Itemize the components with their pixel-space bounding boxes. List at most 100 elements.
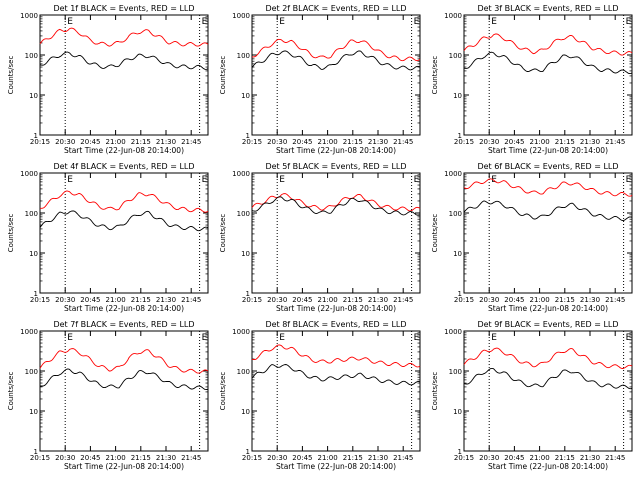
x-tick-label: 21:15 (555, 296, 575, 304)
y-tick-label: 1000 (444, 170, 462, 178)
x-tick-label: 20:15 (454, 296, 474, 304)
x-tick-label: 20:30 (55, 454, 75, 462)
x-axis-label: Start Time (22-Jun-08 20:14:00) (64, 146, 184, 155)
x-tick-label: 21:00 (530, 138, 550, 146)
y-tick-label: 100 (237, 52, 250, 60)
series-events-line (39, 51, 209, 70)
x-tick-label: 21:30 (156, 454, 176, 462)
y-tick-label: 1 (458, 290, 462, 298)
chart-panel-5: Det 5f BLACK = Events, RED = LLD E E 1 10 100… (219, 162, 421, 313)
y-tick-label: 1 (458, 132, 462, 140)
y-axis-label: Counts/sec (431, 56, 439, 95)
x-tick-label: 21:45 (393, 138, 413, 146)
y-axis-label: Counts/sec (431, 214, 439, 253)
x-tick-label: 20:15 (242, 138, 262, 146)
corner-label: E (202, 17, 208, 27)
y-tick-label: 10 (453, 92, 462, 100)
x-tick-label: 21:45 (605, 296, 625, 304)
y-axis-label: Counts/sec (219, 372, 227, 411)
series-lld-line (251, 344, 421, 368)
corner-label: E (491, 175, 497, 185)
plot-frame (39, 172, 209, 294)
x-tick-label: 21:15 (555, 138, 575, 146)
x-tick-label: 20:45 (504, 296, 524, 304)
y-axis-label: Counts/sec (7, 372, 15, 411)
x-tick-label: 20:15 (242, 296, 262, 304)
x-tick-label: 20:45 (80, 454, 100, 462)
x-tick-label: 21:15 (343, 296, 363, 304)
series-events-line (251, 364, 421, 386)
y-tick-label: 1000 (232, 328, 250, 336)
plot-frame (463, 14, 633, 136)
x-tick-label: 20:30 (55, 138, 75, 146)
y-tick-label: 1 (246, 132, 250, 140)
x-tick-label: 21:30 (368, 296, 388, 304)
chart-title: Det 6f BLACK = Events, RED = LLD (477, 162, 618, 171)
x-tick-label: 20:30 (479, 454, 499, 462)
x-tick-label: 21:45 (181, 296, 201, 304)
x-tick-label: 20:45 (80, 138, 100, 146)
x-tick-label: 21:45 (605, 138, 625, 146)
corner-label: E (279, 175, 285, 185)
series-lld-line (39, 190, 209, 213)
x-tick-label: 20:30 (267, 138, 287, 146)
x-tick-label: 21:00 (530, 296, 550, 304)
x-tick-label: 21:00 (106, 296, 126, 304)
y-tick-label: 100 (449, 368, 462, 376)
chart-panel-3: Det 3f BLACK = Events, RED = LLD E E 1 10 100… (431, 4, 633, 155)
series-lld-line (39, 348, 209, 374)
corner-label: E (67, 17, 73, 27)
y-tick-label: 100 (449, 210, 462, 218)
y-axis-label: Counts/sec (7, 214, 15, 253)
corner-label: E (414, 17, 420, 27)
y-tick-label: 10 (453, 250, 462, 258)
y-tick-label: 100 (237, 210, 250, 218)
series-lld-line (251, 193, 421, 212)
chart-title: Det 1f BLACK = Events, RED = LLD (53, 4, 194, 13)
y-axis-label: Counts/sec (219, 56, 227, 95)
plot-frame (251, 14, 421, 136)
y-tick-label: 10 (241, 250, 250, 258)
series-lld-line (463, 178, 633, 197)
y-tick-label: 1000 (444, 12, 462, 20)
x-tick-label: 20:45 (292, 138, 312, 146)
y-tick-label: 1000 (20, 328, 38, 336)
y-tick-label: 1 (34, 290, 38, 298)
plot-frame (463, 330, 633, 452)
x-axis-label: Start Time (22-Jun-08 20:14:00) (488, 462, 608, 471)
series-lld-line (39, 27, 209, 47)
plot-frame (251, 330, 421, 452)
y-tick-label: 1 (34, 448, 38, 456)
x-tick-label: 21:45 (181, 454, 201, 462)
x-tick-label: 20:15 (30, 454, 50, 462)
plot-frame (251, 172, 421, 294)
x-tick-label: 21:30 (368, 138, 388, 146)
corner-label: E (491, 333, 497, 343)
x-tick-label: 20:45 (292, 296, 312, 304)
x-tick-label: 20:45 (292, 454, 312, 462)
x-tick-label: 20:30 (267, 296, 287, 304)
x-axis-label: Start Time (22-Jun-08 20:14:00) (488, 304, 608, 313)
corner-label: E (67, 333, 73, 343)
x-tick-label: 21:15 (131, 454, 151, 462)
chart-title: Det 3f BLACK = Events, RED = LLD (477, 4, 618, 13)
y-tick-label: 100 (25, 368, 38, 376)
x-tick-label: 20:30 (479, 296, 499, 304)
corner-label: E (491, 17, 497, 27)
series-events-line (463, 200, 633, 221)
y-tick-label: 1 (246, 448, 250, 456)
x-tick-label: 20:45 (80, 296, 100, 304)
corner-label: E (414, 333, 420, 343)
plot-frame (39, 330, 209, 452)
corner-label: E (626, 17, 632, 27)
corner-label: E (414, 175, 420, 185)
series-events-line (463, 51, 633, 75)
x-tick-label: 20:30 (55, 296, 75, 304)
series-events-line (464, 367, 633, 390)
x-tick-label: 20:15 (454, 454, 474, 462)
y-tick-label: 1 (458, 448, 462, 456)
series-events-line (251, 196, 421, 216)
corner-label: E (279, 17, 285, 27)
y-tick-label: 1000 (20, 170, 38, 178)
